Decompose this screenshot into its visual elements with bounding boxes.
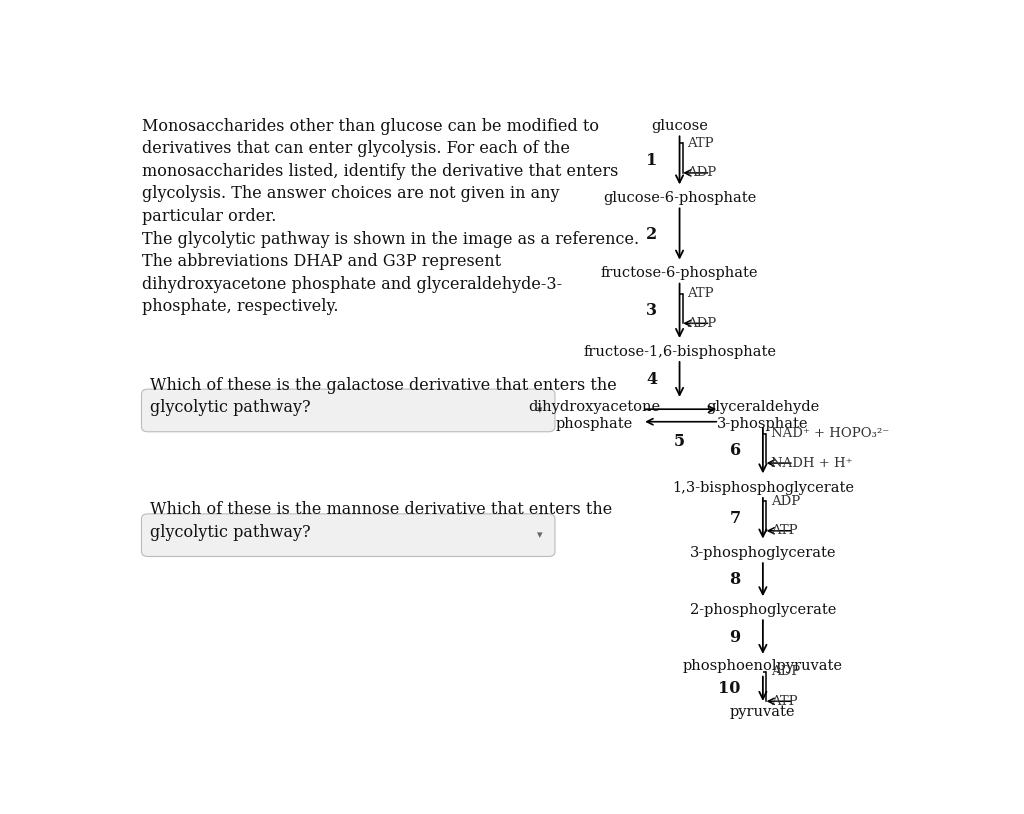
Text: NAD⁺ + HOPO₃²⁻: NAD⁺ + HOPO₃²⁻ bbox=[771, 427, 889, 440]
Text: 6: 6 bbox=[729, 442, 740, 459]
Text: fructose-6-phosphate: fructose-6-phosphate bbox=[601, 266, 759, 280]
Text: The abbreviations DHAP and G3P represent: The abbreviations DHAP and G3P represent bbox=[142, 253, 502, 270]
Text: glucose-6-phosphate: glucose-6-phosphate bbox=[603, 191, 756, 205]
Text: 7: 7 bbox=[729, 510, 740, 527]
Text: particular order.: particular order. bbox=[142, 208, 276, 225]
Text: Which of these is the mannose derivative that enters the: Which of these is the mannose derivative… bbox=[151, 501, 612, 519]
Text: 9: 9 bbox=[729, 628, 740, 646]
Text: 2: 2 bbox=[646, 225, 657, 243]
Text: 1,3-bisphosphoglycerate: 1,3-bisphosphoglycerate bbox=[672, 480, 854, 495]
Text: glyceraldehyde
3-phosphate: glyceraldehyde 3-phosphate bbox=[707, 400, 819, 431]
Text: glycolytic pathway?: glycolytic pathway? bbox=[151, 524, 311, 540]
Text: Monosaccharides other than glucose can be modified to: Monosaccharides other than glucose can b… bbox=[142, 118, 599, 135]
Text: phosphate, respectively.: phosphate, respectively. bbox=[142, 298, 339, 315]
Text: ATP: ATP bbox=[687, 137, 714, 150]
Text: fructose-1,6-bisphosphate: fructose-1,6-bisphosphate bbox=[583, 344, 776, 358]
Text: dihydroxyacetone phosphate and glyceraldehyde-3-: dihydroxyacetone phosphate and glycerald… bbox=[142, 276, 562, 293]
FancyBboxPatch shape bbox=[141, 514, 555, 557]
Text: ▾: ▾ bbox=[537, 530, 543, 540]
Text: 2-phosphoglycerate: 2-phosphoglycerate bbox=[690, 602, 836, 617]
Text: ▾: ▾ bbox=[537, 405, 543, 415]
Text: ATP: ATP bbox=[771, 695, 798, 707]
Text: 3: 3 bbox=[646, 302, 657, 319]
Text: pyruvate: pyruvate bbox=[730, 705, 796, 719]
Text: ATP: ATP bbox=[687, 287, 714, 300]
FancyBboxPatch shape bbox=[141, 389, 555, 431]
Text: 8: 8 bbox=[729, 571, 740, 589]
Text: ADP: ADP bbox=[687, 317, 717, 330]
Text: 4: 4 bbox=[646, 371, 657, 388]
Text: NADH + H⁺: NADH + H⁺ bbox=[771, 457, 852, 470]
Text: dihydroxyacetone
phosphate: dihydroxyacetone phosphate bbox=[527, 400, 659, 431]
Text: The glycolytic pathway is shown in the image as a reference.: The glycolytic pathway is shown in the i… bbox=[142, 230, 639, 247]
Text: monosaccharides listed, identify the derivative that enters: monosaccharides listed, identify the der… bbox=[142, 163, 618, 180]
Text: phosphoenolpyruvate: phosphoenolpyruvate bbox=[683, 659, 843, 673]
Text: ATP: ATP bbox=[771, 524, 798, 537]
Text: glucose: glucose bbox=[651, 119, 708, 133]
Text: ADP: ADP bbox=[687, 166, 717, 179]
Text: 3-phosphoglycerate: 3-phosphoglycerate bbox=[689, 546, 837, 560]
Text: 5: 5 bbox=[674, 433, 685, 450]
Text: Which of these is the galactose derivative that enters the: Which of these is the galactose derivati… bbox=[151, 377, 617, 394]
Text: glycolysis. The answer choices are not given in any: glycolysis. The answer choices are not g… bbox=[142, 186, 560, 203]
Text: 1: 1 bbox=[646, 152, 657, 168]
Text: derivatives that can enter glycolysis. For each of the: derivatives that can enter glycolysis. F… bbox=[142, 140, 570, 157]
Text: glycolytic pathway?: glycolytic pathway? bbox=[151, 399, 311, 416]
Text: 10: 10 bbox=[718, 681, 740, 698]
Text: ADP: ADP bbox=[771, 495, 800, 508]
Text: ADP: ADP bbox=[771, 665, 800, 678]
